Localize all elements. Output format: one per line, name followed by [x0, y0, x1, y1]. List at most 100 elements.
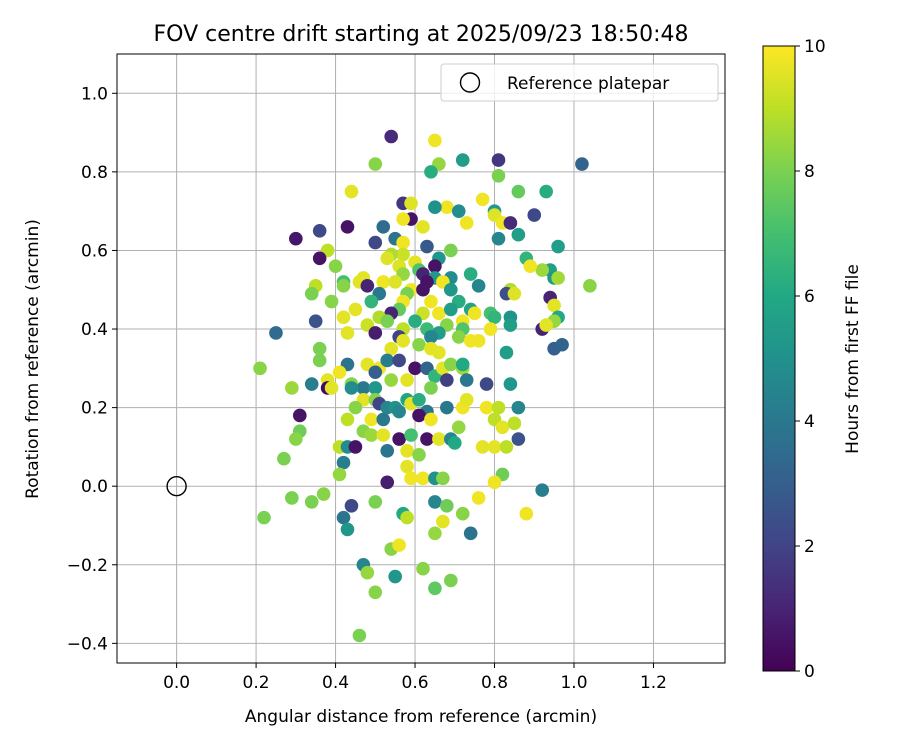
y-tick-label: 0.4 [81, 320, 108, 340]
scatter-point [356, 381, 371, 395]
grid-lines [117, 54, 725, 663]
scatter-point [503, 318, 518, 332]
scatter-point [511, 400, 526, 415]
legend-marker-icon [459, 72, 481, 93]
scatter-point [432, 345, 446, 360]
y-axis-ticks: −0.4 −0.2 0.0 0.2 0.4 0.6 0.8 1.0 [67, 84, 117, 654]
y-tick-label: 1.0 [81, 84, 108, 104]
scatter-point [376, 412, 391, 427]
scatter-point [388, 275, 402, 289]
scatter-point [428, 495, 442, 509]
scatter-point [551, 239, 565, 254]
scatter-point [491, 169, 506, 183]
scatter-point [400, 459, 414, 474]
scatter-point [420, 432, 434, 446]
scatter-point [475, 192, 490, 207]
scatter-point [444, 573, 458, 588]
scatter-point [424, 412, 438, 427]
y-tick-label: 0.8 [81, 163, 108, 183]
scatter-point [308, 314, 323, 328]
scatter-point [380, 251, 395, 266]
scatter-point [491, 153, 506, 167]
colorbar-tick-label: 6 [804, 287, 815, 307]
scatter-point [340, 412, 355, 427]
y-axis-label: Rotation from reference (arcmin) [23, 219, 43, 499]
colorbar-tick-label: 4 [804, 412, 815, 432]
colorbar-tick-label: 0 [804, 662, 815, 682]
scatter-point [459, 216, 474, 230]
scatter-point [507, 286, 522, 301]
scatter-point [416, 282, 430, 297]
scatter-point [269, 326, 283, 340]
scatter-point [451, 330, 466, 344]
scatter-point [432, 306, 446, 321]
scatter-point [312, 224, 327, 238]
scatter-point [376, 428, 391, 442]
scatter-point [487, 440, 502, 454]
scatter-point [344, 381, 359, 395]
scatter-point [408, 361, 422, 376]
scatter-point [368, 381, 383, 395]
scatter-point [499, 440, 514, 454]
scatter-point [447, 436, 462, 450]
scatter-point [408, 314, 422, 328]
scatter-point [396, 334, 410, 348]
scatter-point [352, 628, 367, 643]
scatter-point [539, 184, 553, 199]
scatter-point [451, 204, 466, 218]
legend: Reference platepar [440, 63, 719, 102]
scatter-point [344, 184, 359, 199]
scatter-point [336, 310, 351, 325]
scatter-point [332, 467, 347, 482]
scatter-point [519, 506, 534, 521]
scatter-point [336, 279, 351, 293]
scatter-point [432, 432, 446, 446]
scatter-point [444, 302, 458, 317]
scatter-points [253, 129, 597, 643]
scatter-point [436, 514, 450, 529]
scatter-point [428, 259, 442, 273]
scatter-point [583, 279, 597, 293]
scatter-point [396, 212, 410, 226]
scatter-point [316, 487, 331, 501]
scatter-point [547, 298, 561, 313]
scatter-point [312, 353, 327, 368]
scatter-point [360, 279, 375, 293]
scatter-point [479, 377, 494, 391]
scatter-point [495, 420, 510, 435]
plot-area-frame [116, 53, 726, 664]
scatter-point [380, 353, 395, 368]
scatter-point [392, 353, 406, 368]
scatter-point [328, 259, 343, 273]
scatter-point [368, 495, 383, 509]
scatter-point [444, 357, 458, 372]
scatter-point [380, 314, 395, 328]
scatter-point [392, 404, 406, 419]
reference-platepar-marker [166, 475, 187, 497]
scatter-point [499, 345, 514, 360]
chart-title: FOV centre drift starting at 2025/09/23 … [154, 22, 689, 47]
scatter-point [444, 243, 458, 258]
scatter-point [364, 428, 379, 442]
scatter-point [428, 133, 442, 148]
scatter-point [412, 447, 426, 462]
scatter-point [304, 495, 319, 509]
scatter-point [451, 420, 466, 435]
scatter-point [336, 455, 351, 470]
scatter-point [479, 400, 494, 415]
scatter-point [503, 377, 518, 391]
y-tick-label: 0.0 [81, 477, 108, 497]
scatter-point [312, 341, 327, 356]
scatter-point [463, 267, 478, 281]
scatter-point [257, 510, 271, 525]
colorbar-tick-label: 8 [804, 162, 815, 182]
scatter-point [471, 491, 486, 505]
x-tick-label: 0.4 [322, 673, 349, 693]
scatter-point [420, 239, 434, 254]
legend-box [440, 63, 719, 102]
scatter-point [304, 377, 319, 391]
scatter-point [285, 381, 299, 395]
scatter-point [440, 200, 454, 215]
scatter-point [455, 506, 470, 521]
